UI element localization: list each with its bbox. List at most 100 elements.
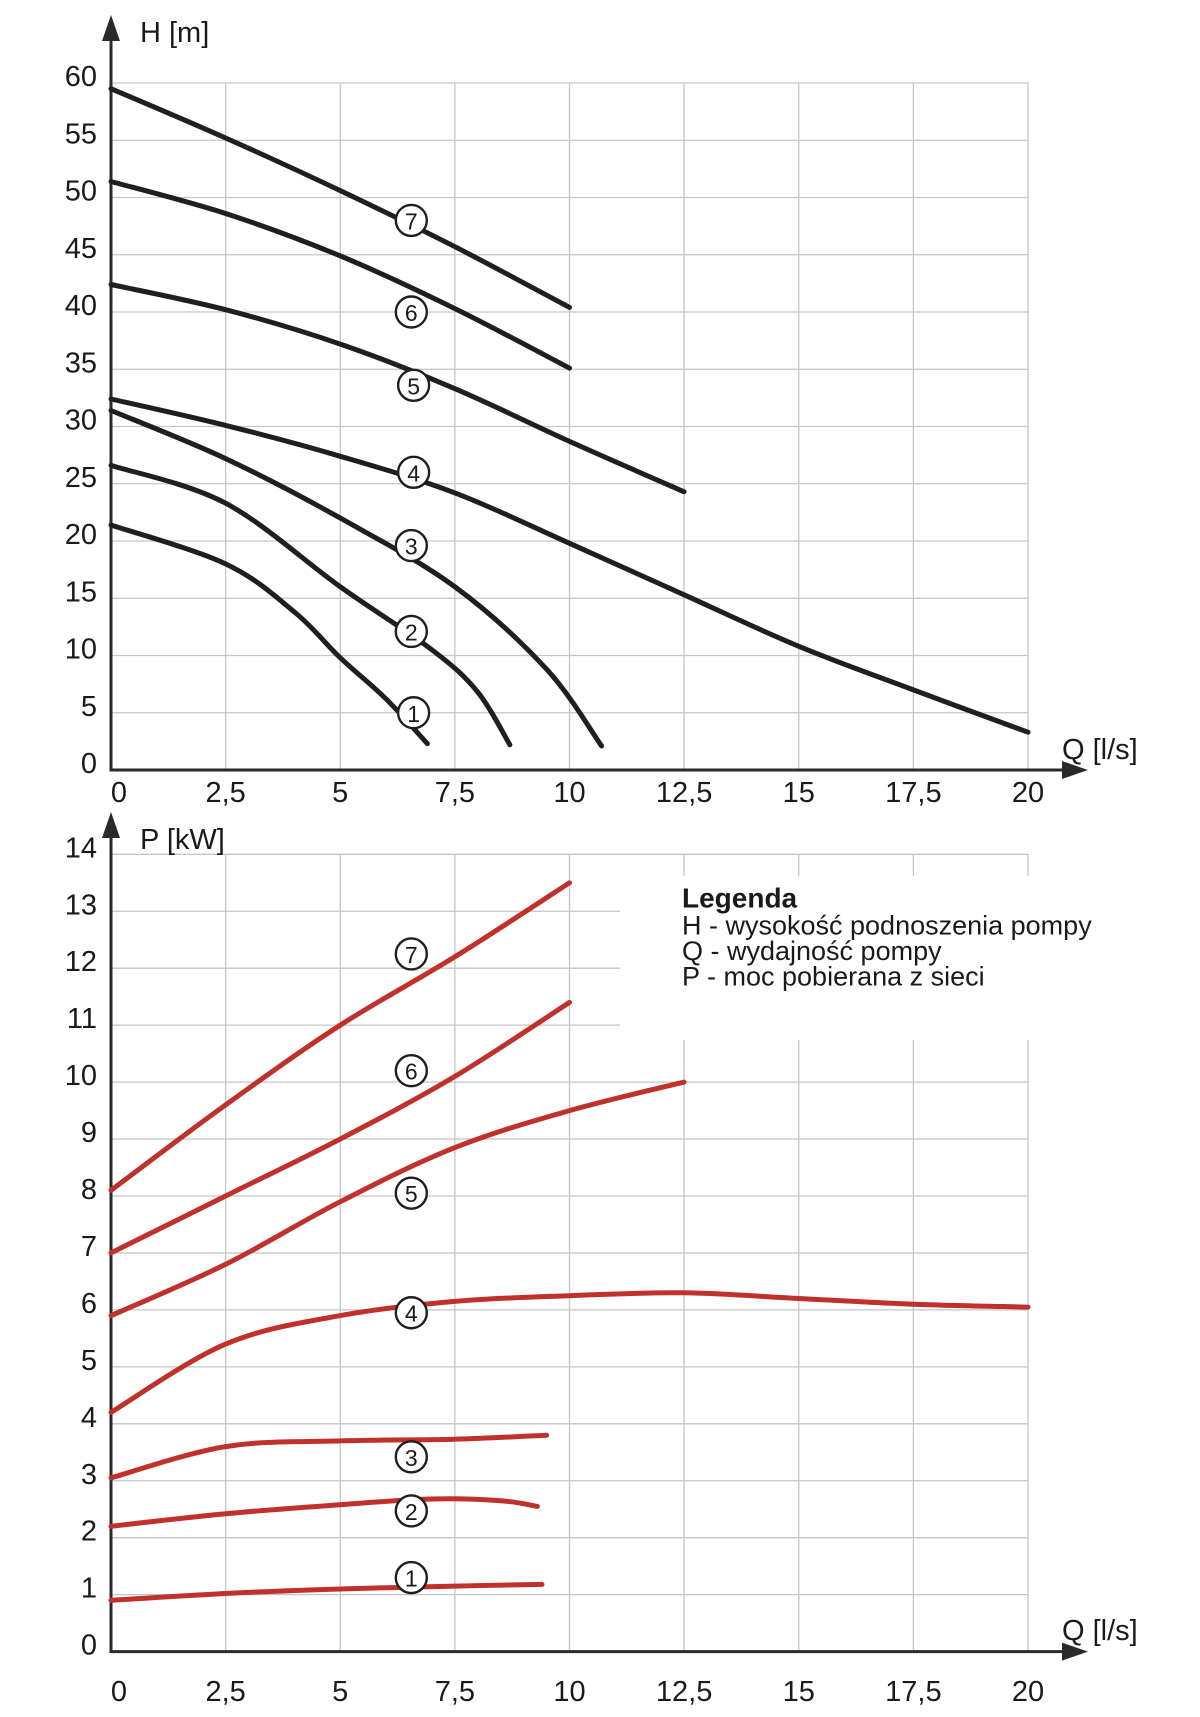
x-tick-label: 12,5 (656, 777, 712, 809)
x-tick-label: 0 (111, 777, 127, 809)
y-axis-arrow (102, 812, 120, 838)
legend-item: H - wysokość podnoszenia pompy (682, 911, 1092, 941)
curve-number-label: 4 (405, 1301, 418, 1327)
y-tick-label: 35 (65, 347, 97, 379)
head-chart-curves (108, 86, 1031, 749)
curve-number-circle (394, 937, 429, 971)
curve-number-label: 2 (405, 619, 418, 645)
y-tick-label: 8 (81, 1174, 97, 1206)
pump-curve-5-power (108, 1079, 687, 1319)
y-tick-label: 45 (65, 233, 97, 265)
pump-curve-6-power (108, 999, 572, 1256)
curve-number-circle (394, 203, 429, 238)
y-tick-label: 20 (65, 519, 97, 551)
x-tick-label: 15 (783, 777, 815, 809)
pump-curve-6-head (108, 179, 572, 371)
x-tick-label: 10 (553, 1676, 585, 1708)
y-tick-label: 5 (81, 691, 97, 723)
y-tick-label: 3 (81, 1459, 97, 1491)
curve-number-label: 2 (405, 1499, 418, 1525)
curve-number-circle (394, 1494, 429, 1528)
curve-number-circle (394, 528, 429, 563)
curve-number-circle (394, 295, 429, 329)
curve-number-label: 4 (407, 460, 420, 486)
y-tick-label: 5 (81, 1345, 97, 1377)
y-tick-label: 12 (65, 946, 97, 978)
curve-number-label: 5 (405, 1181, 418, 1207)
y-axis-title: H [m] (140, 17, 209, 49)
y-tick-label: 9 (81, 1117, 97, 1149)
pump-curve-7-head (108, 86, 572, 310)
curve-number-label: 1 (407, 701, 420, 727)
pump-curve-4-head (108, 396, 1031, 735)
x-tick-label: 20 (1012, 777, 1044, 809)
y-tick-label: 25 (65, 462, 97, 494)
curve-number-circle (394, 614, 429, 649)
y-tick-label: 13 (65, 889, 97, 921)
power-chart-curve-labels: 1 2 3 4 5 6 7 (394, 937, 429, 1595)
legend-item: P - moc pobierana z sieci (682, 962, 985, 992)
pump-curve-2-head (108, 462, 513, 748)
x-axis-arrow (1062, 1642, 1088, 1661)
legend-item: Q - wydajność pompy (682, 936, 942, 966)
curve-number-circle (394, 1176, 429, 1210)
power-chart-curves (108, 880, 1031, 1603)
curve-number-circle (396, 368, 431, 402)
y-tick-label: 1 (81, 1573, 97, 1605)
curve-number-circle (394, 1054, 429, 1088)
y-tick-label: 7 (81, 1231, 97, 1263)
y-tick-label: 6 (81, 1288, 97, 1320)
pump-curve-1-head (108, 522, 430, 747)
curve-number-circle (394, 1440, 429, 1474)
y-tick-label: 14 (65, 832, 97, 864)
y-tick-label: 10 (65, 1060, 97, 1092)
y-tick-label: 0 (81, 1630, 97, 1662)
x-tick-label: 15 (783, 1676, 815, 1708)
x-tick-label: 20 (1012, 1676, 1044, 1708)
legend-box (620, 876, 1045, 1040)
curve-number-label: 3 (405, 534, 418, 560)
pump-curve-3-power (108, 1432, 550, 1481)
pump-curve-5-head (108, 282, 687, 495)
x-tick-label: 5 (332, 777, 348, 809)
curve-number-label: 6 (405, 300, 418, 326)
x-tick-label: 17,5 (885, 777, 941, 809)
x-tick-label: 0 (111, 1676, 127, 1708)
curve-number-circle (394, 1296, 429, 1330)
y-tick-label: 2 (81, 1516, 97, 1548)
x-tick-label: 10 (553, 777, 585, 809)
x-axis-title: Q [l/s] (1062, 734, 1138, 766)
y-axis-title: P [kW] (140, 824, 225, 856)
x-tick-label: 2,5 (205, 1676, 245, 1708)
y-tick-label: 4 (81, 1402, 97, 1434)
x-tick-label: 5 (332, 1676, 348, 1708)
pump-curve-2-power (108, 1496, 540, 1529)
head-chart-grid (111, 82, 1029, 770)
y-tick-label: 11 (67, 1003, 97, 1035)
curve-number-label: 5 (407, 373, 420, 399)
x-tick-label: 12,5 (656, 1676, 712, 1708)
x-axis-arrow (1062, 761, 1088, 779)
x-tick-label: 7,5 (435, 1676, 475, 1708)
curve-number-circle (396, 696, 431, 730)
y-tick-label: 60 (65, 61, 97, 93)
pump-curve-3-head (108, 408, 605, 749)
pump-curve-1-power (108, 1581, 545, 1603)
x-tick-label: 7,5 (435, 777, 475, 809)
x-axis-title: Q [l/s] (1062, 1615, 1138, 1647)
pump-curve-4-power (108, 1290, 1031, 1415)
y-tick-label: 30 (65, 405, 97, 437)
curve-number-label: 6 (405, 1059, 418, 1085)
pump-curve-7-power (108, 880, 572, 1193)
y-tick-label: 15 (65, 576, 97, 608)
curve-number-label: 7 (405, 942, 418, 968)
curve-number-label: 7 (405, 208, 418, 234)
y-tick-label: 50 (65, 176, 97, 208)
curve-number-label: 1 (405, 1566, 418, 1592)
x-tick-label: 2,5 (205, 777, 245, 809)
